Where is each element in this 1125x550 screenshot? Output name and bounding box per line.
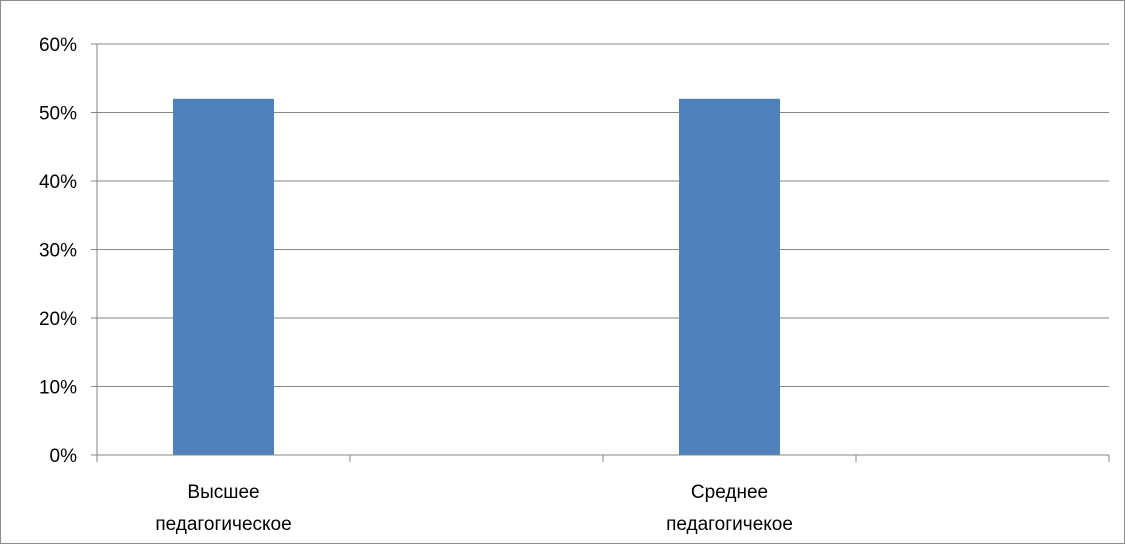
y-tick-label: 20% <box>39 309 77 330</box>
y-tick-label: 0% <box>50 446 78 467</box>
y-tick-label: 60% <box>39 35 77 56</box>
bars <box>173 98 780 456</box>
y-tick-label: 30% <box>39 241 77 262</box>
bar <box>173 98 274 456</box>
bar <box>679 98 780 456</box>
axis-labels: 0% 10% 20% 30% 40% 50% 60% Высшее педагогическое… <box>39 35 793 535</box>
axes <box>91 43 1110 462</box>
x-tick-label: Среднее <box>691 482 768 503</box>
y-tick-label: 10% <box>39 378 77 399</box>
x-tick-label: педагогичекое <box>666 514 793 535</box>
x-tick-label: педагогическое <box>155 514 291 535</box>
x-tick-label: Высшее <box>187 482 259 503</box>
y-tick-label: 40% <box>39 172 77 193</box>
y-tick-label: 50% <box>39 104 77 125</box>
